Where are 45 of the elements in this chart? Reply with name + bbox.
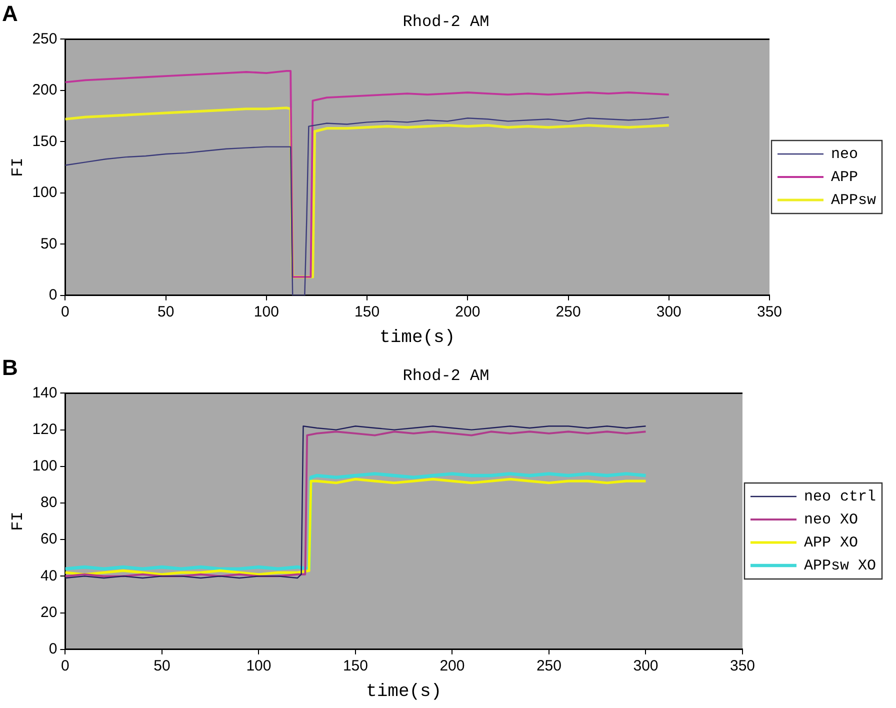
x-tick-label: 150: [342, 658, 368, 675]
y-tick-label: 100: [32, 458, 58, 475]
chart-title: Rhod-2 AM: [402, 12, 490, 31]
y-tick-label: 80: [40, 494, 58, 512]
x-tick-label: 300: [633, 658, 658, 675]
y-tick-label: 50: [40, 235, 58, 252]
legend-label: neo: [830, 146, 858, 163]
chart-title: Rhod-2 AM: [402, 366, 490, 385]
x-tick-label: 100: [246, 658, 272, 675]
x-tick-label: 200: [455, 304, 480, 321]
y-axis-title: FI: [8, 158, 27, 177]
x-tick-label: 350: [756, 304, 782, 321]
y-tick-label: 100: [32, 184, 58, 202]
text: B: [2, 355, 18, 380]
text: A: [2, 1, 18, 26]
y-tick-label: 40: [40, 567, 58, 584]
x-tick-label: 350: [730, 658, 756, 675]
x-tick-label: 0: [61, 304, 70, 321]
y-tick-label: 0: [48, 640, 58, 658]
y-axis-title: FI: [8, 512, 27, 531]
y-tick-label: 140: [32, 384, 58, 402]
y-tick-label: 20: [40, 604, 58, 621]
y-tick-label: 120: [32, 420, 58, 438]
x-axis-title: time(s): [366, 682, 442, 702]
y-tick-label: 0: [48, 286, 58, 304]
legend-label: APPsw: [830, 192, 876, 209]
x-tick-label: 0: [61, 658, 70, 675]
x-tick-label: 150: [354, 304, 380, 321]
legend-label: neo ctrl: [804, 488, 876, 506]
y-tick-label: 60: [40, 530, 58, 548]
x-tick-label: 250: [536, 658, 562, 675]
x-tick-label: 200: [440, 658, 465, 675]
x-tick-label: 50: [157, 304, 174, 321]
legend-label: neo XO: [804, 511, 858, 528]
legend-label: APP XO: [804, 534, 858, 552]
x-tick-label: 300: [656, 304, 682, 321]
x-tick-label: 100: [254, 304, 279, 321]
y-tick-label: 150: [32, 132, 58, 150]
x-axis-title: time(s): [380, 328, 456, 348]
x-tick-label: 250: [556, 304, 581, 321]
y-tick-label: 250: [32, 30, 58, 48]
y-tick-label: 200: [32, 82, 58, 99]
x-tick-label: 50: [154, 658, 170, 675]
legend-label: APP: [830, 168, 858, 186]
legend-label: APPsw XO: [804, 557, 876, 574]
